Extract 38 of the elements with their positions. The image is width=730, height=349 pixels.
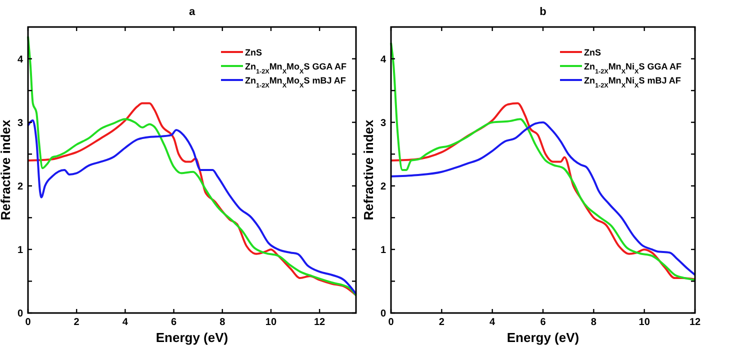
x-axis-title: Energy (eV) xyxy=(506,330,580,345)
x-tick-label: 8 xyxy=(220,317,226,328)
legend-label: Zn$_{1-2X}$Mn$_{X}$Ni$_{X}$S mBJ AF xyxy=(584,76,682,89)
y-tick-label: 0 xyxy=(380,308,386,320)
x-tick-label: 0 xyxy=(25,317,32,328)
x-tick-label: 6 xyxy=(540,317,546,328)
y-tick-label: 2 xyxy=(17,181,24,192)
y-tick-label: 0 xyxy=(17,308,24,320)
x-tick-label: 12 xyxy=(314,317,326,328)
y-tick-label: 3 xyxy=(17,118,24,129)
y-axis-title: Refractive index xyxy=(361,119,376,220)
legend-label: Zn$_{1-2X}$Mn$_{X}$Mo$_{X}$S GGA AF xyxy=(245,62,348,75)
x-tick-label: 10 xyxy=(265,317,277,328)
chart-title: a xyxy=(188,6,196,18)
line-series xyxy=(27,36,357,296)
x-tick-label: 8 xyxy=(590,317,597,328)
y-axis-title: Refractive index xyxy=(0,119,13,220)
x-tick-label: 2 xyxy=(438,317,445,328)
x-tick-label: 4 xyxy=(490,317,496,328)
y-tick-label: 4 xyxy=(17,54,24,66)
x-tick-label: 10 xyxy=(638,317,650,328)
y-tick-label: 2 xyxy=(380,181,386,192)
chart-title: b xyxy=(540,6,547,18)
x-tick-label: 6 xyxy=(170,317,177,328)
y-tick-label: 1 xyxy=(17,244,24,256)
legend-label: Zn$_{1-2X}$Mn$_{X}$Mo$_{X}$S mBJ AF xyxy=(245,76,346,89)
y-tick-label: 1 xyxy=(380,244,386,256)
x-tick-label: 2 xyxy=(74,317,80,328)
y-tick-label: 4 xyxy=(380,54,386,66)
y-tick-label: 3 xyxy=(380,118,386,129)
x-axis-title: Energy (eV) xyxy=(156,330,228,345)
x-tick-label: 4 xyxy=(122,317,128,328)
legend-label: ZnS xyxy=(245,48,262,58)
x-tick-label: 12 xyxy=(689,317,701,328)
line-series xyxy=(390,42,696,281)
legend-label: Zn$_{1-2X}$Mn$_{X}$Ni$_{X}$S GGA AF xyxy=(584,62,682,75)
x-tick-label: 0 xyxy=(388,317,394,328)
legend-label: ZnS xyxy=(584,48,601,58)
